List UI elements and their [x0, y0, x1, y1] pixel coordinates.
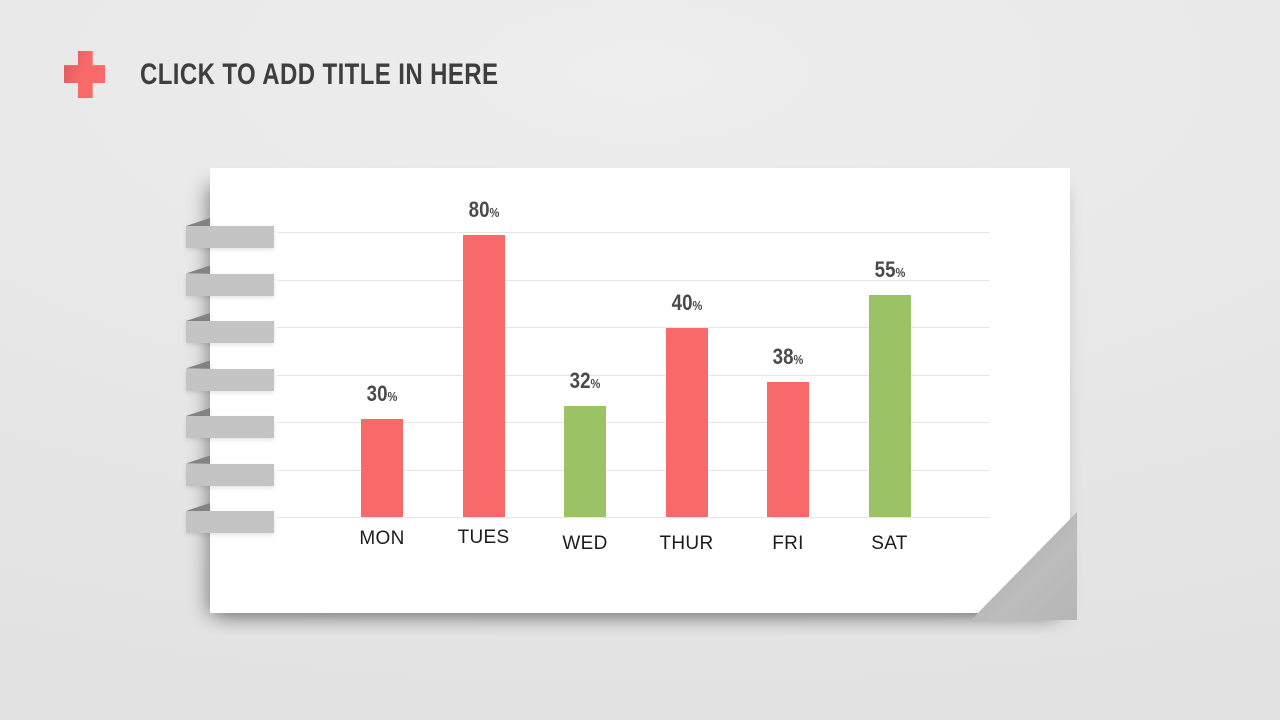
bar-value: 30	[366, 381, 388, 406]
binding-tab	[186, 408, 274, 438]
category-label-mon: MON	[359, 528, 405, 549]
bar-thur[interactable]	[665, 328, 708, 517]
bar-value-unit: %	[793, 352, 804, 367]
bar-value: 80	[468, 197, 489, 222]
bar-chart[interactable]: 30% MON 80% TUES 32% WED 40% THUR 38% FRI 55% SAT	[210, 168, 1070, 613]
bar-value-unit: %	[691, 298, 702, 313]
binding-tab	[186, 503, 274, 533]
binding-tab	[186, 455, 274, 486]
value-label-thur: 40%	[671, 292, 702, 314]
bar-value: 55	[874, 257, 895, 282]
gridline	[277, 327, 990, 328]
bar-value-unit: %	[894, 265, 905, 280]
binding-tab	[186, 265, 274, 296]
value-label-wed: 32%	[570, 370, 601, 392]
bar-value: 32	[569, 368, 591, 393]
bar-value-unit: %	[488, 205, 499, 220]
category-label-wed: WED	[562, 533, 608, 554]
tab-fold-icon	[186, 313, 210, 321]
binding-tab	[186, 218, 274, 248]
tab-fold-icon	[186, 360, 210, 369]
category-label-tues: TUES	[457, 527, 510, 548]
tab-fold-icon	[186, 455, 210, 464]
gridline	[277, 232, 990, 233]
bar-value-unit: %	[590, 376, 601, 391]
gridline	[277, 422, 990, 423]
value-label-mon: 30%	[367, 383, 398, 405]
bar-mon[interactable]	[361, 419, 403, 517]
value-label-sat: 55%	[874, 259, 905, 281]
binding-tab	[186, 313, 274, 343]
tab-fold-icon	[186, 265, 210, 274]
title-placeholder[interactable]: CLICK TO ADD TITLE IN HERE	[140, 58, 499, 91]
bar-value: 40	[671, 290, 692, 315]
binding-tab	[186, 360, 274, 391]
tab-fold-icon	[186, 218, 210, 226]
tab-fold-icon	[186, 503, 210, 511]
medical-cross-icon	[64, 51, 105, 98]
category-label-fri: FRI	[772, 533, 804, 554]
bar-tues[interactable]	[462, 235, 505, 517]
gridline	[277, 469, 990, 471]
bar-value: 38	[772, 344, 794, 369]
category-label-thur: THUR	[659, 533, 714, 554]
gridline	[277, 374, 990, 376]
bar-sat[interactable]	[868, 295, 911, 517]
gridline	[277, 279, 990, 281]
bar-fri[interactable]	[767, 382, 809, 517]
gridline	[277, 517, 990, 518]
paper-card: 30% MON 80% TUES 32% WED 40% THUR 38% FRI 55% SAT	[186, 168, 1077, 620]
bar-value-unit: %	[387, 389, 398, 404]
value-label-tues: 80%	[468, 199, 499, 221]
category-label-sat: SAT	[871, 533, 908, 554]
value-label-fri: 38%	[773, 346, 804, 368]
tab-fold-icon	[186, 408, 210, 416]
bar-wed[interactable]	[564, 406, 606, 517]
